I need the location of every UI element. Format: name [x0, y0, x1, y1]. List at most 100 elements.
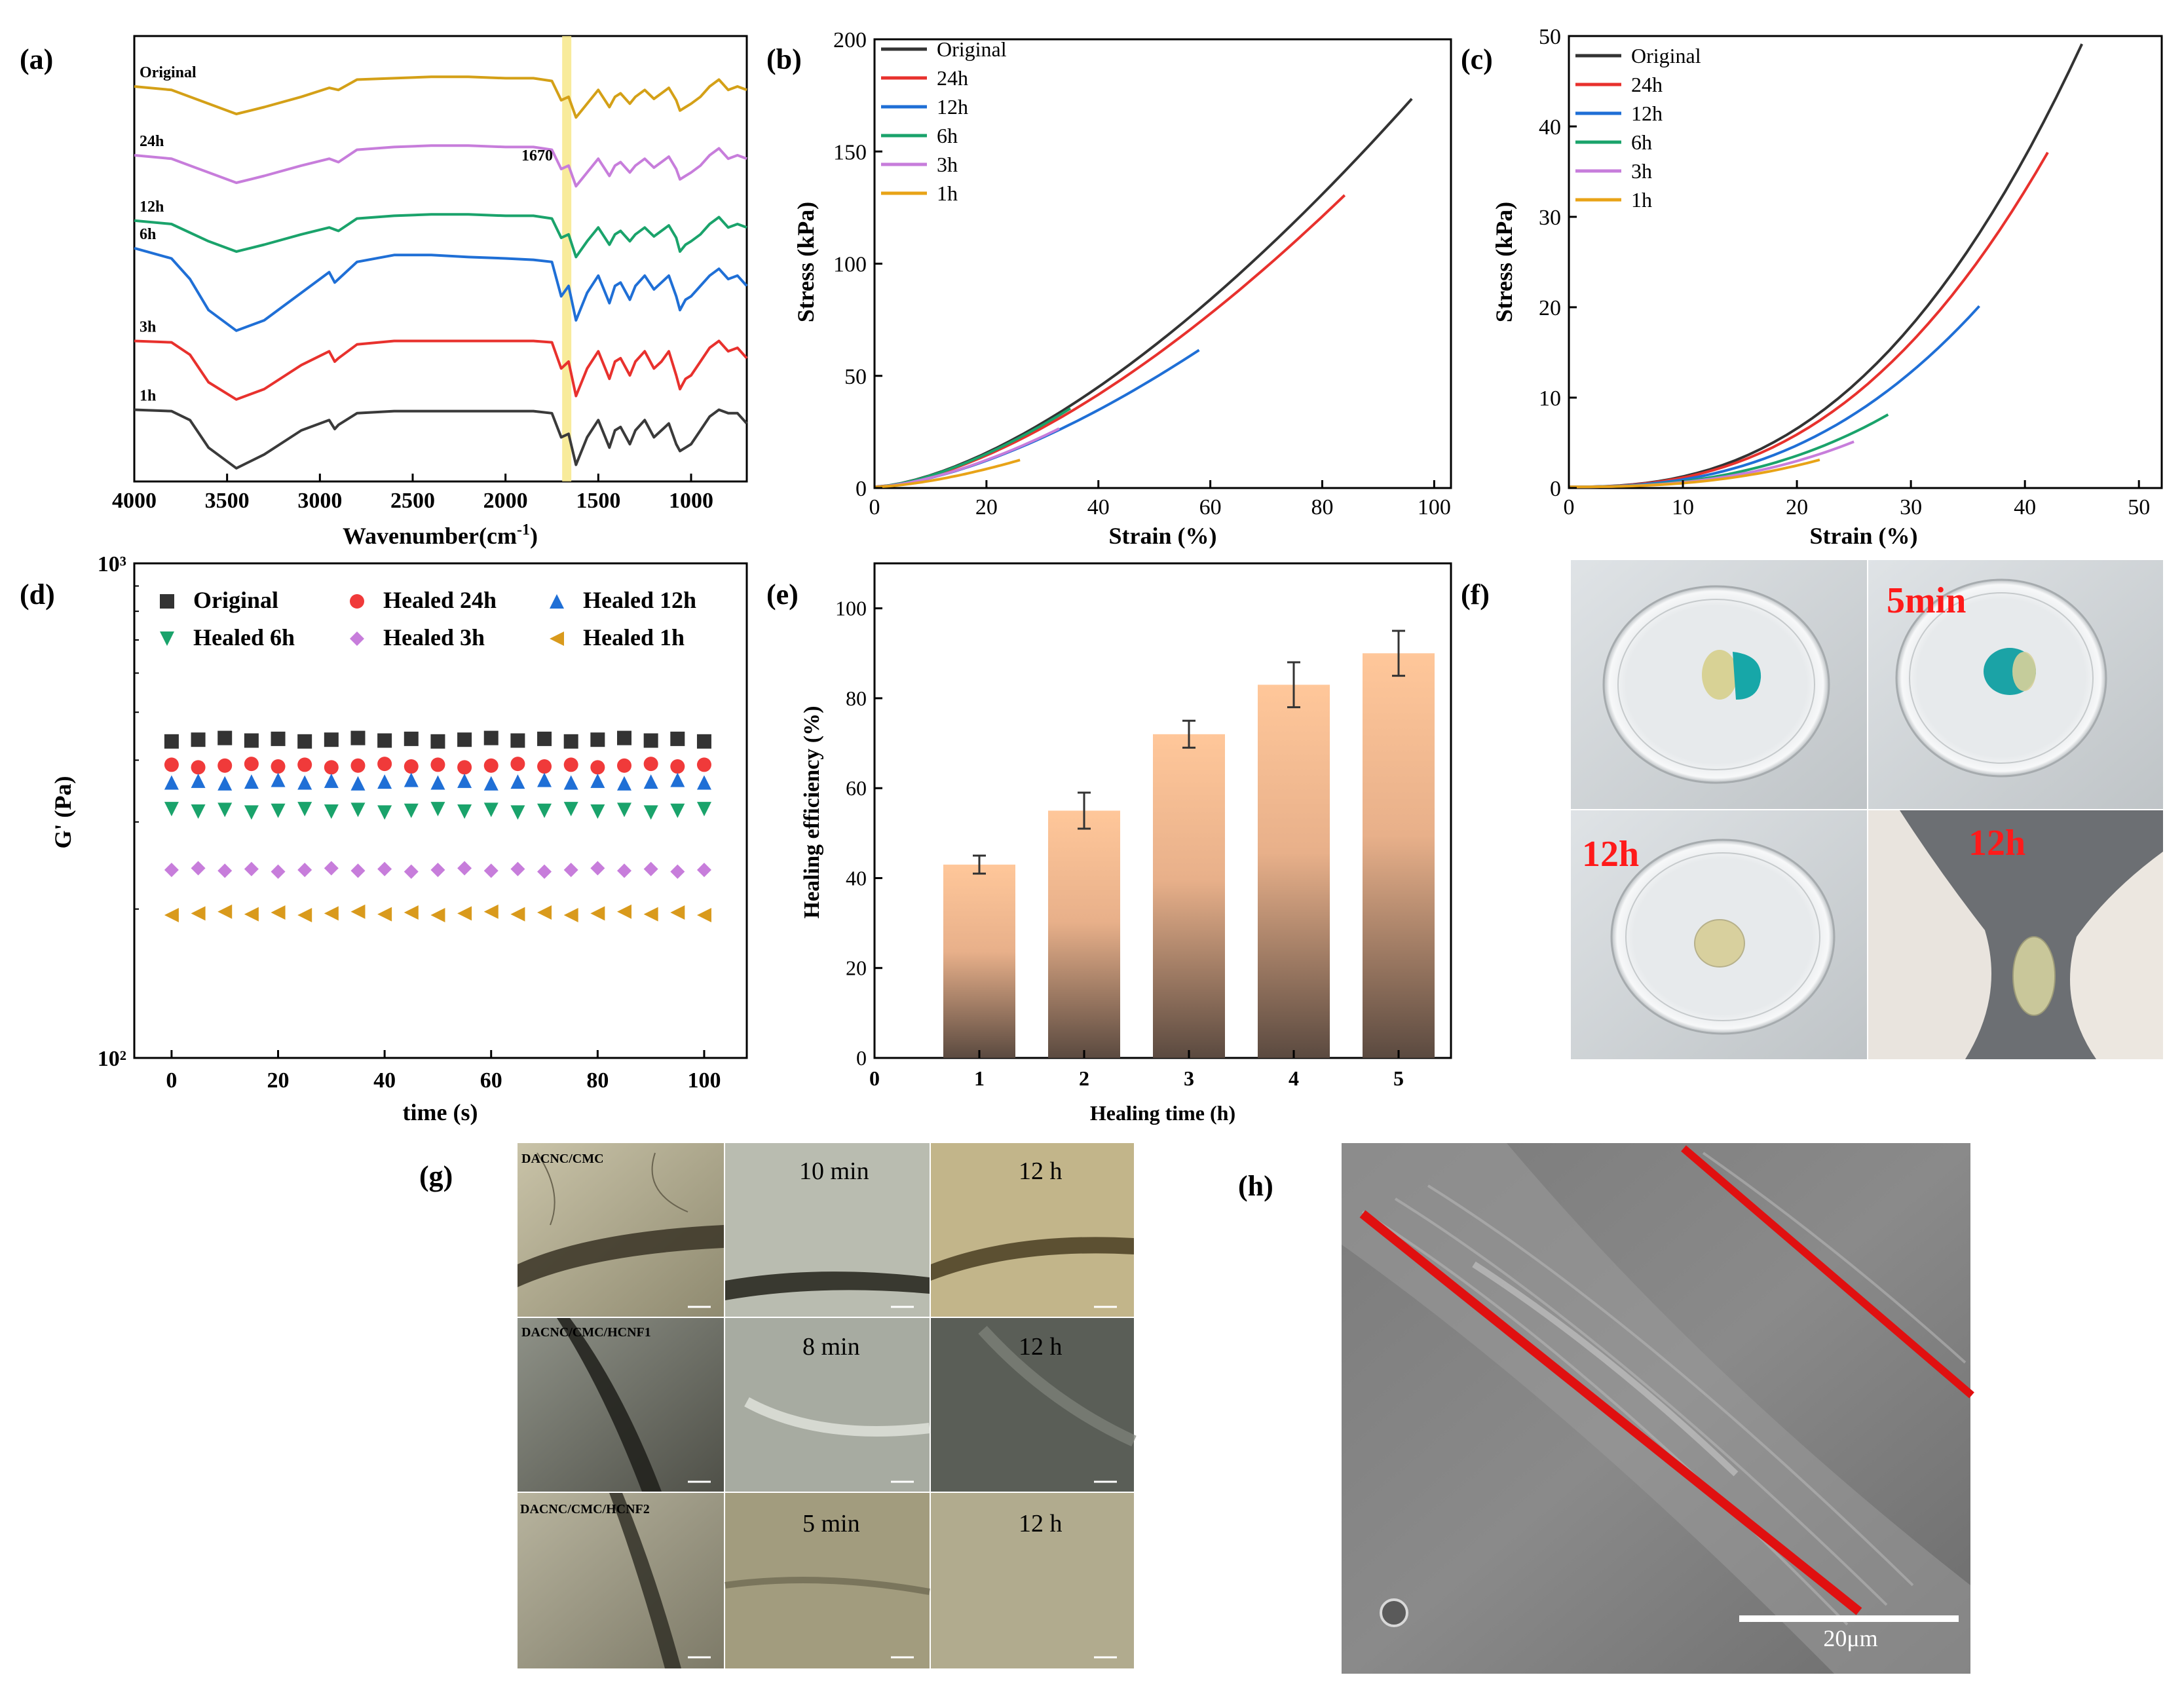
healing-x-tick-label: 1 — [974, 1066, 985, 1090]
modulus-marker — [217, 904, 233, 919]
sem-image: 20μm — [1342, 1143, 1974, 1674]
stress-b-legend-label: 12h — [937, 95, 968, 119]
healing-x-tick-label: 4 — [1289, 1066, 1299, 1090]
modulus-marker — [324, 760, 339, 775]
stress-c-x-tick-label: 30 — [1900, 495, 1922, 519]
stress-c-x-tick-label: 10 — [1672, 495, 1694, 519]
modulus-marker — [510, 907, 525, 922]
healing-y-tick-label: 40 — [846, 866, 867, 890]
photo-label-5min: 5min — [1887, 580, 1966, 621]
row-1-time-1: 10 min — [799, 1158, 869, 1185]
ftir-series-label: 3h — [140, 319, 156, 336]
modulus-marker — [377, 733, 392, 748]
modulus-marker — [643, 907, 658, 922]
modulus-legend-label: Healed 3h — [383, 624, 485, 650]
modulus-marker — [617, 730, 631, 745]
healing-y-tick-label: 60 — [846, 776, 867, 800]
panel-label-f: (f) — [1461, 578, 1490, 611]
modulus-marker — [617, 802, 631, 818]
panel-label-a: (a) — [20, 43, 53, 75]
modulus-marker — [617, 758, 631, 773]
modulus-marker — [617, 863, 631, 878]
row-3-sample-label: DACNC/CMC/HCNF2 — [520, 1502, 650, 1516]
modulus-legend-label: Original — [193, 587, 278, 613]
modulus-legend-marker — [160, 631, 174, 646]
stress-c-series-line — [1568, 305, 1980, 489]
panel-label-c: (c) — [1461, 43, 1493, 75]
stress-b-x-tick-label: 60 — [1199, 495, 1222, 519]
stress-b-y-tick-label: 200 — [833, 28, 867, 52]
modulus-marker — [537, 905, 552, 920]
modulus-marker — [297, 907, 312, 922]
row-1-time-2: 12 h — [1019, 1158, 1063, 1185]
stress-b-series-line — [874, 427, 1060, 489]
modulus-legend-label: Healed 6h — [193, 624, 295, 650]
ftir-highlight-band — [562, 36, 572, 481]
modulus-marker — [617, 776, 631, 791]
glove-right — [2070, 852, 2163, 1059]
modulus-marker — [537, 864, 552, 879]
modulus-marker — [350, 758, 366, 773]
modulus-marker — [244, 805, 259, 820]
photo-label-12h-dish: 12h — [1582, 834, 1639, 875]
stress-b-series-line — [874, 194, 1346, 489]
modulus-marker — [271, 803, 286, 818]
ftir-series-line — [134, 213, 747, 259]
stress-b-legend-label: Original — [937, 37, 1007, 61]
healing-y-tick-label: 0 — [856, 1046, 867, 1070]
row-2-time-2: 12 h — [1019, 1333, 1063, 1361]
modulus-marker — [191, 906, 206, 921]
modulus-marker — [696, 802, 711, 817]
modulus-marker — [324, 773, 339, 788]
modulus-marker — [563, 907, 578, 922]
modulus-marker — [643, 805, 658, 820]
modulus-marker — [617, 904, 631, 919]
micrograph-scale-bars — [688, 1306, 1117, 1659]
ftir-plot-frame — [133, 35, 748, 483]
modulus-marker — [430, 907, 445, 922]
micrograph-row-1: DACNC/CMC 10 min 12 h — [518, 1143, 1134, 1317]
modulus-legend-marker — [350, 594, 364, 609]
modulus-marker — [430, 757, 445, 772]
panel-label-e: (e) — [766, 578, 799, 611]
glove-left — [1868, 810, 1991, 1059]
modulus-marker — [377, 774, 392, 789]
modulus-marker — [590, 906, 605, 921]
modulus-marker — [164, 862, 179, 877]
sem-scale-bar-label: 20μm — [1823, 1625, 1877, 1651]
healing-bar — [1153, 734, 1225, 1058]
stress-c-legend-label: 1h — [1631, 188, 1652, 212]
ftir-series-label: 24h — [140, 133, 164, 150]
modulus-marker — [510, 861, 525, 876]
modulus-marker — [404, 759, 419, 774]
stress-b-legend-label: 24h — [937, 66, 968, 90]
stress-c-legend-label: 24h — [1631, 73, 1663, 96]
ftir-series-line — [134, 408, 748, 470]
modulus-marker — [537, 803, 552, 818]
healing-efficiency-chart: 0 1 2 3 4 5 0 20 40 60 80 100 Healing time (h) Heal… — [800, 562, 1452, 1125]
modulus-marker — [670, 772, 685, 787]
ftir-annotation-1670: 1670 — [521, 147, 553, 164]
modulus-marker — [696, 907, 711, 922]
modulus-x-axis-title: time (s) — [403, 1099, 478, 1125]
modulus-marker — [271, 772, 286, 787]
ftir-chart: Original 24h 12h 6h 3h 1h 4000 3500 3000 2500 200… — [112, 35, 748, 549]
modulus-marker — [670, 731, 685, 746]
ftir-series-line — [134, 144, 747, 188]
healing-x-axis-title: Healing time (h) — [1090, 1101, 1235, 1125]
stress-c-y-tick-label: 40 — [1539, 115, 1561, 140]
modulus-y-axis-title: G' (Pa) — [50, 776, 76, 849]
stress-c-x-tick-label: 0 — [1564, 495, 1575, 519]
modulus-marker — [483, 758, 499, 773]
stress-c-legend-label: 12h — [1631, 102, 1663, 125]
stress-c-x-tick-label: 40 — [2014, 495, 2036, 519]
ftir-x-tick-label: 2000 — [483, 489, 528, 513]
modulus-marker — [537, 731, 552, 746]
modulus-marker — [670, 864, 685, 879]
modulus-marker — [404, 803, 419, 818]
modulus-marker — [164, 734, 179, 749]
stress-c-legend-label: Original — [1631, 44, 1701, 67]
ftir-series-label: 6h — [140, 226, 156, 243]
modulus-marker — [563, 757, 578, 772]
